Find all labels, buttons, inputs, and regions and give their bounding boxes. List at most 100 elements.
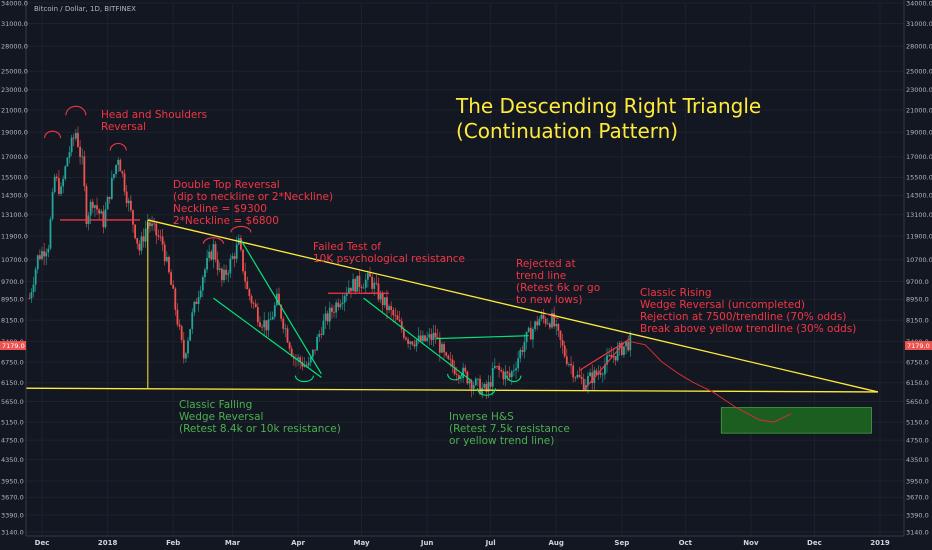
candle-body <box>390 306 393 310</box>
candle-body <box>58 178 60 194</box>
candle-body <box>168 257 170 273</box>
candle-body <box>360 286 363 289</box>
candle-body <box>66 157 69 167</box>
candle-body <box>599 372 602 375</box>
y-tick-label: 6750.0 <box>906 358 929 366</box>
annotation-line: Classic Rising <box>640 287 712 299</box>
y-tick-label: 15500.0 <box>1 174 28 182</box>
candle-body <box>51 192 54 219</box>
candle-body <box>362 287 365 289</box>
candle-body <box>223 269 225 281</box>
candle-body <box>322 320 325 335</box>
candle-body <box>358 275 361 287</box>
candle-body <box>79 146 81 157</box>
left-price-axis[interactable] <box>0 0 26 550</box>
candle-body <box>333 311 335 313</box>
candle-body <box>379 293 382 300</box>
candle-body <box>163 244 166 262</box>
candle-body <box>104 209 107 228</box>
candle-body <box>108 196 111 199</box>
annotation-line: (dip to neckline or 2*Neckline) <box>173 191 333 203</box>
y-tick-label: 4350.0 <box>906 456 929 464</box>
candle-body <box>500 369 503 372</box>
candle-body <box>540 314 543 320</box>
candle-body <box>189 329 192 341</box>
candle-body <box>474 378 477 386</box>
candle-body <box>286 328 289 343</box>
right-price-axis[interactable] <box>904 0 932 550</box>
y-tick-label: 10700.0 <box>1 256 28 264</box>
candle-body <box>159 236 162 238</box>
candle-body <box>337 302 340 308</box>
candle-body <box>43 251 46 257</box>
candle-body <box>582 378 585 391</box>
time-axis-ticks: Dec 2018 Feb Mar Apr May Jun Jul Aug Sep Oct Nov Dec… <box>35 539 890 547</box>
candle-body <box>309 356 312 363</box>
y-tick-label: 34000.0 <box>1 0 28 7</box>
candle-body <box>517 358 520 369</box>
candle-body <box>612 356 615 358</box>
candle-body <box>155 223 158 236</box>
time-axis[interactable] <box>0 536 932 550</box>
candle-body <box>288 342 291 349</box>
candle-body <box>265 320 268 331</box>
candle-body <box>134 224 137 239</box>
candle-body <box>81 156 84 158</box>
candle-body <box>231 256 234 259</box>
candle-body <box>100 211 103 214</box>
rejection-mark <box>545 313 559 320</box>
candle-body <box>254 303 257 308</box>
candle-body <box>434 332 437 338</box>
candle-body <box>563 345 566 357</box>
y-tick-label: 10700.0 <box>906 256 932 264</box>
candle-body <box>240 238 242 250</box>
annotation-3: Failed Test of 10K psychological resistan… <box>313 241 465 265</box>
candle-body <box>269 319 272 321</box>
candle-body <box>627 341 630 351</box>
projection-path <box>630 341 792 423</box>
candle-body <box>453 366 456 375</box>
annotation-line: Failed Test of <box>313 241 381 253</box>
x-tick-label: Sep <box>614 539 629 547</box>
candle-body <box>68 152 71 158</box>
candle-body <box>83 156 86 187</box>
annotation-line: Wedge Reversal (uncompleted) <box>640 299 805 311</box>
y-tick-label: 8150.0 <box>906 316 929 324</box>
y-tick-label: 5150.0 <box>906 418 929 426</box>
candle-body <box>121 171 124 174</box>
candle-body <box>142 236 145 242</box>
candle-body <box>284 328 287 330</box>
candle-body <box>610 354 613 358</box>
candle-body <box>49 218 52 249</box>
candle-body <box>506 371 509 374</box>
candle-body <box>248 289 251 297</box>
x-tick-label: Feb <box>166 539 180 547</box>
candle-body <box>578 374 581 377</box>
y-tick-label: 4350.0 <box>1 456 24 464</box>
y-tick-label: 4750.0 <box>906 436 929 444</box>
candle-body <box>36 255 39 270</box>
candle-body <box>371 276 374 289</box>
y-tick-label: 11900.0 <box>1 232 28 240</box>
price-badge-right-text: 7179.0 <box>907 342 930 350</box>
candle-body <box>443 344 445 353</box>
candle-body <box>74 132 77 139</box>
candle-body <box>548 323 551 328</box>
candle-body <box>534 321 536 330</box>
candle-body <box>498 366 500 370</box>
candle-body <box>38 255 41 260</box>
candle-body <box>113 174 115 179</box>
candle-body <box>263 320 266 328</box>
candle-body <box>462 367 465 379</box>
candle-body <box>70 137 73 153</box>
wedge-upper <box>240 239 322 375</box>
candle-body <box>354 279 357 292</box>
rising-wedge-lower <box>583 342 625 391</box>
candle-body <box>180 326 183 340</box>
candle-body <box>392 309 395 316</box>
annotation-line: 2*Neckline = $6800 <box>173 215 279 227</box>
candle-body <box>32 284 35 293</box>
candle-body <box>493 365 496 368</box>
candle-body <box>491 367 494 387</box>
